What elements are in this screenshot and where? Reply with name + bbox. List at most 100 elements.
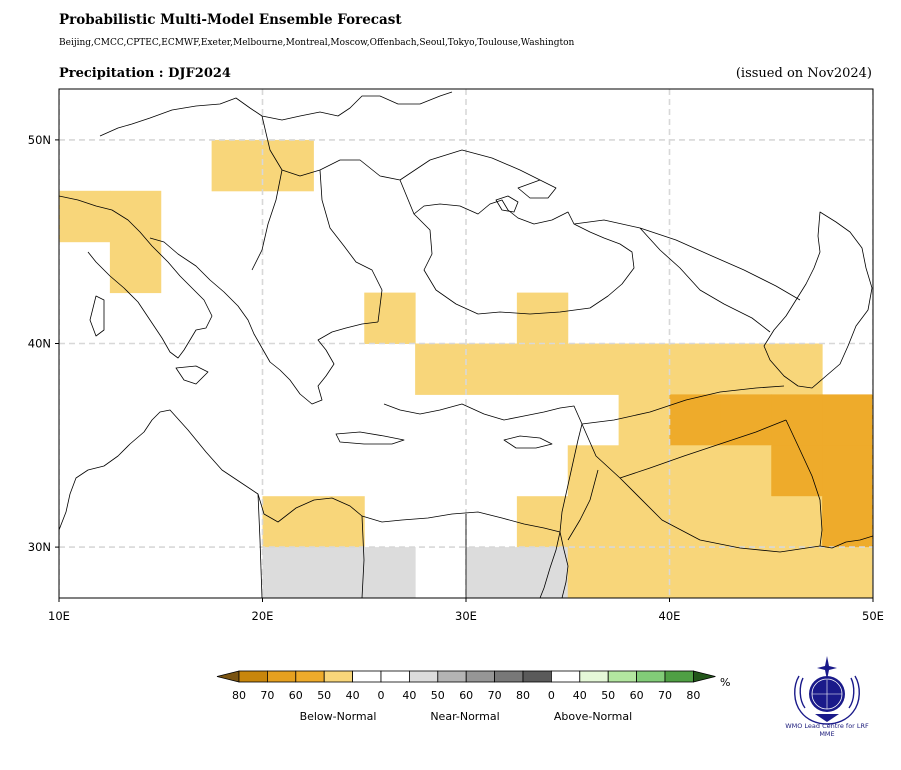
forecast-cell xyxy=(567,547,620,598)
forecast-cell xyxy=(669,496,721,548)
legend-category-label: Near-Normal xyxy=(430,710,499,723)
forecast-cell xyxy=(618,343,670,395)
coastline-sicily xyxy=(175,365,209,385)
forecast-cell xyxy=(822,547,873,598)
forecast-cell xyxy=(59,190,111,243)
forecast-cell xyxy=(109,190,162,243)
forecast-cell xyxy=(211,139,263,192)
legend-arrow-left xyxy=(216,670,240,683)
wmo-caption: WMO Lead Centre for LRF MME xyxy=(785,722,869,738)
legend-category-label: Above-Normal xyxy=(554,710,632,723)
forecast-cell xyxy=(618,496,670,548)
forecast-cell xyxy=(466,547,518,598)
forecast-map: 10E 20E 30E 40E 50E 50N 40N 30N xyxy=(28,88,884,623)
coastlines-and-borders xyxy=(59,91,873,598)
legend-swatch xyxy=(465,670,496,683)
forecast-cell xyxy=(516,343,569,395)
forecast-cell xyxy=(262,139,314,192)
legend-swatch xyxy=(522,670,552,683)
legend-tick-label: 50 xyxy=(431,689,445,702)
forecast-cell xyxy=(720,343,772,395)
probability-cells xyxy=(59,139,873,598)
coastline-azov xyxy=(517,179,557,199)
legend-swatch xyxy=(380,670,410,683)
forecast-cell xyxy=(415,343,467,395)
x-tick-label: 30E xyxy=(455,609,477,623)
legend-tick-label: 0 xyxy=(378,689,385,702)
variable-title: Precipitation : DJF2024 xyxy=(59,66,231,81)
legend-swatch xyxy=(238,670,268,683)
legend-category-label: Below-Normal xyxy=(300,710,377,723)
coastline-adriatic-east xyxy=(149,237,263,349)
legend-tick-label: 70 xyxy=(658,689,672,702)
forecast-cell xyxy=(567,496,620,548)
legend-swatch xyxy=(664,670,694,683)
forecast-cell xyxy=(262,547,314,598)
forecast-cell xyxy=(516,547,569,598)
coastline-turkey-south xyxy=(383,403,583,425)
forecast-cell xyxy=(822,445,873,497)
legend-tick-label: 80 xyxy=(516,689,530,702)
coastline-sardinia xyxy=(89,295,105,337)
forecast-cell xyxy=(364,547,416,598)
legend-tick-label: 70 xyxy=(260,689,274,702)
forecast-cell xyxy=(720,547,772,598)
x-tick-label: 40E xyxy=(659,609,681,623)
forecast-cell xyxy=(669,343,721,395)
forecast-cell xyxy=(669,547,721,598)
coastline-cyprus xyxy=(503,435,553,449)
y-tick-label: 40N xyxy=(28,337,51,351)
forecast-cell xyxy=(109,241,162,294)
forecast-cell xyxy=(262,496,314,548)
axis-ticks: 10E 20E 30E 40E 50E 50N 40N 30N xyxy=(28,133,884,623)
coastline-greece xyxy=(261,321,379,405)
legend-tick-label: 40 xyxy=(402,689,416,702)
forecast-cell xyxy=(618,547,670,598)
legend-tick-label: 50 xyxy=(317,689,331,702)
legend-tick-label: 80 xyxy=(232,689,246,702)
forecast-cell xyxy=(720,496,772,548)
forecast-cell xyxy=(720,394,772,446)
forecast-cell xyxy=(822,394,873,446)
legend-swatch xyxy=(636,670,666,683)
coastline-italy xyxy=(59,195,213,359)
legend-tick-label: 70 xyxy=(488,689,502,702)
forecast-cell xyxy=(771,394,823,446)
legend-tick-label: 50 xyxy=(601,689,615,702)
forecast-cell xyxy=(364,292,416,344)
forecast-cell xyxy=(618,445,670,497)
legend-swatch xyxy=(494,670,524,683)
legend-arrow-right xyxy=(693,670,716,683)
x-tick-label: 10E xyxy=(48,609,70,623)
wmo-emblem-icon xyxy=(794,656,860,725)
coastline-persian-gulf xyxy=(819,535,873,549)
forecast-cell xyxy=(313,496,365,548)
legend-swatch xyxy=(579,670,609,683)
legend-swatch xyxy=(323,670,354,683)
x-tick-label: 20E xyxy=(252,609,274,623)
legend-colorbar xyxy=(216,670,716,683)
legend-unit: % xyxy=(720,676,730,689)
legend-swatch xyxy=(295,670,325,683)
forecast-cell xyxy=(771,496,823,548)
legend-tick-label: 40 xyxy=(346,689,360,702)
coastline-crete xyxy=(335,431,405,445)
legend-tick-label: 60 xyxy=(630,689,644,702)
coastline-black-sea xyxy=(413,199,635,315)
coastline-gulf-of-suez xyxy=(539,531,561,598)
legend-tick-label: 60 xyxy=(459,689,473,702)
legend-tick-label: 60 xyxy=(289,689,303,702)
forecast-cell xyxy=(516,496,569,548)
y-tick-label: 30N xyxy=(28,540,51,554)
legend-swatch xyxy=(352,670,382,683)
coastline-levant xyxy=(559,423,583,567)
legend-category-labels: Below-Normal Near-Normal Above-Normal xyxy=(300,710,633,723)
legend-swatch xyxy=(437,670,467,683)
coastline-crimea xyxy=(495,195,519,213)
forecast-cell xyxy=(822,496,873,548)
legend-tick-label: 80 xyxy=(686,689,700,702)
forecast-cell xyxy=(771,445,823,497)
coastline-caspian xyxy=(763,211,873,389)
legend-swatch xyxy=(607,670,638,683)
